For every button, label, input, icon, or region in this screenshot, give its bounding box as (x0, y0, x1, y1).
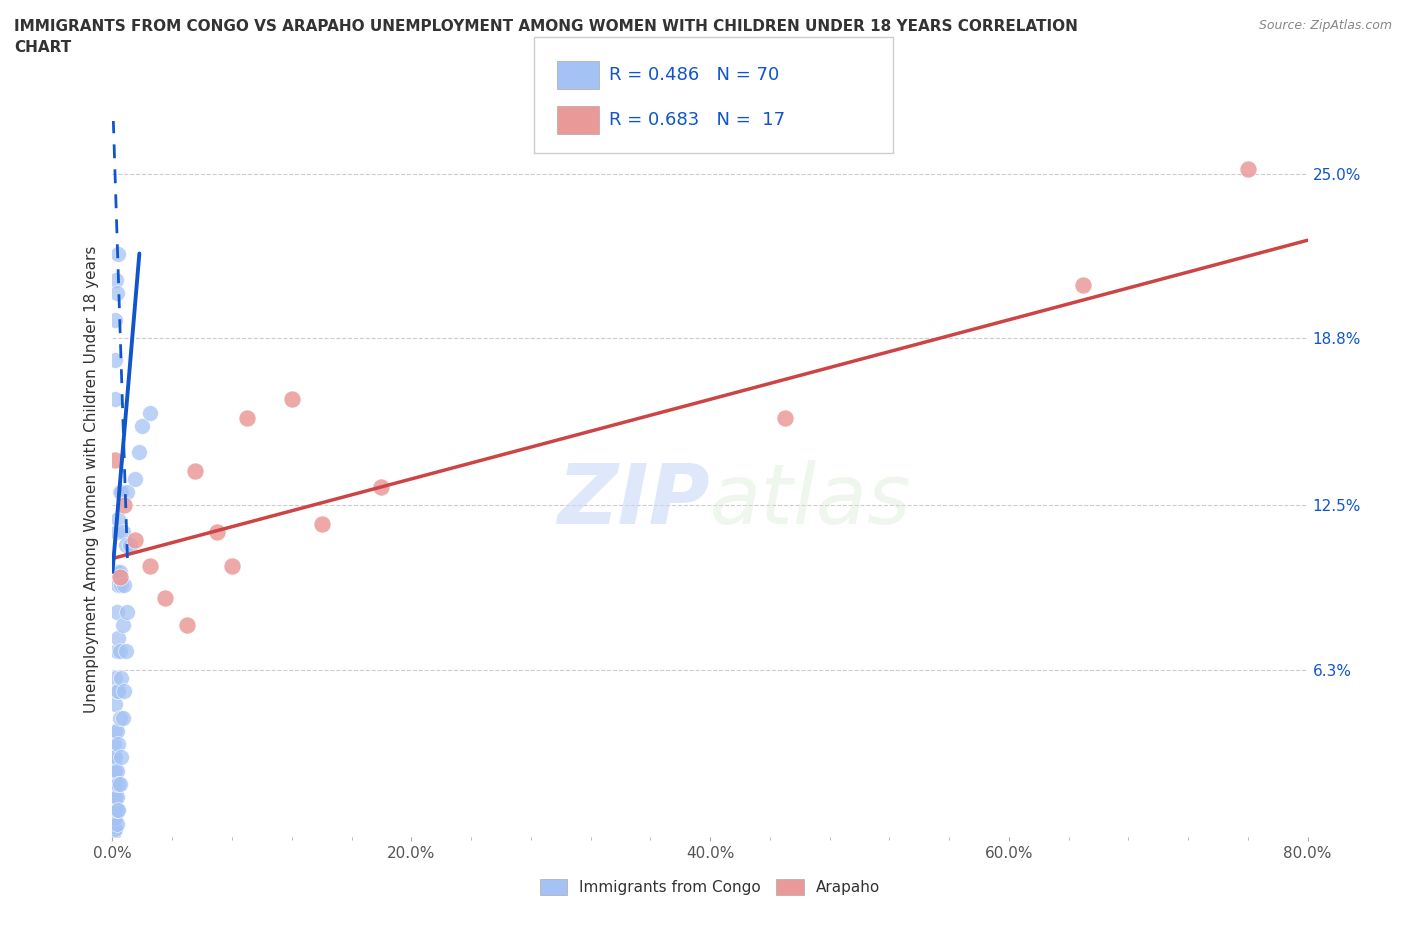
Point (104, 392, 127, 406)
Point (108, 570, 131, 585)
Text: Source: ZipAtlas.com: Source: ZipAtlas.com (1258, 19, 1392, 32)
Point (108, 565, 131, 579)
Point (104, 453, 127, 468)
Point (114, 498, 135, 513)
Legend: Immigrants from Congo, Arapaho: Immigrants from Congo, Arapaho (533, 872, 887, 901)
Point (105, 604, 128, 619)
Point (124, 533, 146, 548)
Text: R = 0.683   N =  17: R = 0.683 N = 17 (609, 111, 785, 129)
Point (103, 814, 125, 829)
Point (176, 618, 198, 632)
Point (107, 777, 129, 791)
Point (104, 801, 127, 816)
Point (104, 671, 127, 685)
Point (108, 711, 131, 725)
Point (139, 559, 162, 574)
Text: atlas: atlas (710, 460, 911, 541)
Point (104, 312, 127, 327)
Point (105, 764, 128, 778)
Point (103, 777, 125, 791)
Point (117, 485, 139, 499)
Point (110, 485, 132, 499)
Point (105, 803, 128, 817)
Point (311, 516, 333, 531)
Point (114, 578, 135, 592)
Point (111, 711, 134, 725)
Point (103, 737, 125, 751)
Point (139, 405, 162, 420)
Point (103, 819, 125, 834)
Point (115, 538, 138, 552)
Point (110, 671, 132, 685)
Point (111, 618, 134, 632)
Point (107, 684, 129, 698)
Point (105, 565, 128, 579)
Y-axis label: Unemployment Among Women with Children Under 18 years: Unemployment Among Women with Children U… (83, 246, 98, 712)
Point (114, 684, 135, 698)
Point (103, 824, 125, 839)
Point (107, 737, 129, 751)
Point (281, 392, 304, 406)
Point (104, 750, 127, 764)
Point (107, 512, 129, 526)
Point (221, 559, 243, 574)
Point (107, 578, 129, 592)
Point (105, 286, 128, 300)
Point (205, 525, 228, 539)
Point (105, 724, 128, 738)
Point (110, 578, 132, 592)
Point (105, 684, 128, 698)
Point (104, 790, 127, 804)
Point (104, 821, 127, 836)
Point (105, 525, 128, 539)
Point (105, 272, 128, 287)
Text: IMMIGRANTS FROM CONGO VS ARAPAHO UNEMPLOYMENT AMONG WOMEN WITH CHILDREN UNDER 18: IMMIGRANTS FROM CONGO VS ARAPAHO UNEMPLO… (14, 19, 1078, 55)
Point (104, 352, 127, 367)
Point (236, 410, 259, 425)
Point (104, 724, 127, 738)
Point (105, 644, 128, 658)
Point (103, 748, 125, 763)
Point (773, 410, 796, 425)
Point (108, 644, 131, 658)
Point (117, 604, 139, 619)
Point (105, 817, 128, 831)
Text: ZIP: ZIP (557, 460, 710, 541)
Point (111, 525, 134, 539)
Point (103, 782, 125, 797)
Point (153, 591, 176, 605)
Point (103, 792, 125, 807)
Text: R = 0.486   N = 70: R = 0.486 N = 70 (609, 66, 779, 85)
Point (107, 246, 129, 261)
Point (110, 750, 132, 764)
Point (108, 777, 131, 791)
Point (104, 764, 127, 778)
Point (115, 644, 138, 658)
Point (104, 811, 127, 826)
Point (103, 771, 125, 786)
Point (105, 790, 128, 804)
Point (104, 777, 127, 791)
Point (103, 808, 125, 823)
Point (120, 538, 142, 552)
Point (103, 787, 125, 802)
Point (183, 463, 205, 478)
Point (370, 480, 392, 495)
Point (103, 755, 125, 770)
Point (1073, 278, 1095, 293)
Point (104, 697, 127, 711)
Point (107, 803, 129, 817)
Point (107, 631, 129, 645)
Point (108, 485, 131, 499)
Point (131, 418, 153, 433)
Point (1237, 161, 1260, 176)
Point (103, 798, 125, 813)
Point (124, 472, 146, 486)
Point (103, 764, 125, 778)
Point (128, 445, 150, 459)
Point (103, 803, 125, 817)
